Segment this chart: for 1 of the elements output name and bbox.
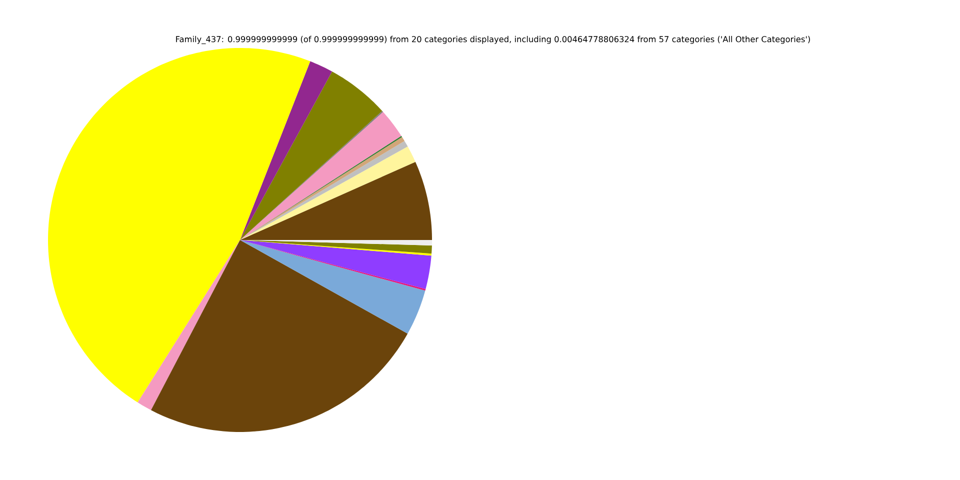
- text: Family_437: 0.999999999999 (of 0.999999999999) from 20 categories displayed, including 0.00464778806324 from 57 categories ('All Other Categories'): [176, 36, 810, 44]
